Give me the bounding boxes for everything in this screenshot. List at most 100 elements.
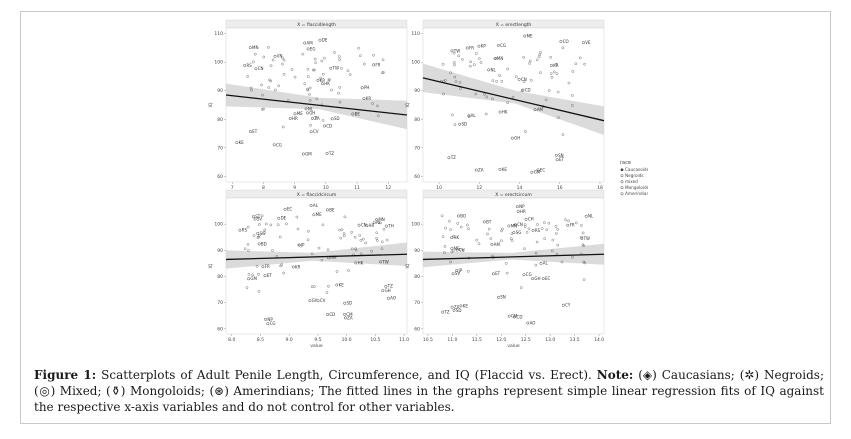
data-point: [309, 130, 313, 134]
y-tick-label: 80: [414, 117, 420, 123]
point-label: KE: [502, 167, 508, 172]
legend-label: Mongoloids: [625, 185, 648, 190]
data-point: [561, 303, 565, 307]
data-point: [283, 207, 287, 211]
point-label: CV: [313, 129, 319, 134]
confidence-band: [423, 243, 604, 268]
point-label: CN: [521, 77, 527, 82]
point-label: MN: [252, 45, 258, 50]
point-label: JP: [458, 268, 463, 273]
y-axis-title: IQ: [405, 102, 411, 107]
data-point: [517, 77, 521, 81]
y-tick-label: 90: [217, 248, 223, 254]
data-point: [335, 283, 339, 287]
confidence-band: [226, 83, 407, 130]
point-label: HK: [324, 81, 330, 86]
data-point: [474, 168, 478, 172]
y-tick-label: 90: [217, 88, 223, 94]
data-point: [456, 214, 460, 218]
point-label: CV: [459, 247, 465, 252]
point-label: GM: [305, 151, 312, 156]
point-label: BD: [261, 241, 267, 246]
fit-line: [422, 77, 605, 122]
x-tick-label: 14: [517, 185, 523, 191]
data-point: [487, 68, 491, 72]
point-label: TZ: [450, 155, 456, 160]
point-label: HK: [502, 109, 508, 114]
data-point: [531, 277, 535, 281]
data-point: [323, 124, 326, 128]
point-label: ET: [559, 157, 565, 162]
point-label: ZA: [347, 315, 353, 320]
point-label: HR: [292, 116, 298, 121]
point-label: CN: [258, 66, 264, 71]
y-tick-label: 90: [414, 248, 420, 254]
x-tick-label: 12: [385, 185, 391, 191]
data-point: [235, 141, 239, 145]
point-label: FR: [570, 223, 575, 228]
point-label: SN: [558, 153, 564, 158]
point-label: SV: [455, 271, 461, 276]
data-point: [541, 277, 545, 281]
panel-strip-label: X = erectcircum: [495, 192, 531, 198]
data-point: [308, 299, 312, 303]
point-label: KP: [320, 78, 326, 83]
x-axis-title: value: [507, 343, 520, 349]
data-point: [455, 269, 459, 272]
x-tick-label: 12.5: [521, 337, 531, 343]
data-point: [490, 243, 494, 246]
data-point: [243, 64, 247, 67]
y-tick-label: 100: [411, 222, 420, 228]
legend-label: Caucasoids: [625, 167, 648, 172]
y-tick-label: 80: [217, 274, 223, 280]
data-point: [247, 277, 251, 281]
point-label: GY: [312, 298, 318, 303]
y-tick-label: 100: [411, 60, 420, 66]
legend-entry: Amerindians: [620, 191, 648, 196]
point-label: ZA: [478, 167, 484, 172]
data-point: [306, 47, 310, 51]
data-point: [248, 46, 252, 50]
data-point: [531, 228, 535, 232]
data-point: [316, 299, 320, 303]
panel-4: X = erectcircum 10.5 11.0 11.5 12.0 12.5 13.0 1…: [405, 189, 605, 349]
data-point: [450, 49, 454, 53]
point-label: BE: [355, 111, 361, 116]
point-label: GH: [514, 136, 520, 141]
data-point: [343, 312, 346, 316]
data-point: [459, 304, 463, 308]
data-point: [455, 248, 459, 252]
point-label: DE: [281, 216, 287, 221]
x-tick-label: 9.5: [314, 337, 321, 343]
data-point: [354, 261, 358, 265]
data-point: [482, 220, 486, 224]
y-tick-label: 60: [217, 174, 223, 180]
point-label: ME: [527, 33, 533, 38]
point-label: AM: [307, 40, 314, 45]
data-point: [507, 224, 511, 228]
point-label: CD: [525, 87, 531, 92]
data-point: [452, 308, 456, 312]
panel-1: X = flaccidlength 7 8 9 10 11 12 60 70 80 90 100 110…: [208, 19, 408, 197]
data-point: [326, 313, 330, 316]
point-label: CN: [361, 223, 367, 228]
data-point: [379, 260, 383, 264]
point-label: NL: [491, 67, 497, 72]
point-label: AL: [313, 203, 319, 208]
legend-marker: [620, 180, 624, 184]
point-label: CN: [517, 222, 523, 227]
point-label: KE: [463, 303, 469, 308]
point-label: MN: [511, 223, 517, 228]
data-point: [329, 66, 333, 70]
y-tick-label: 60: [217, 326, 223, 332]
x-tick-label: 12: [476, 185, 482, 191]
x-tick-label: 10.0: [342, 337, 352, 343]
point-label: TW: [583, 236, 590, 241]
data-point: [254, 67, 258, 71]
point-label: SG: [516, 230, 522, 235]
point-label: GH: [309, 110, 315, 115]
data-point: [357, 223, 361, 227]
x-tick-label: 11: [354, 185, 360, 191]
data-point: [450, 247, 454, 250]
data-point: [288, 117, 292, 120]
